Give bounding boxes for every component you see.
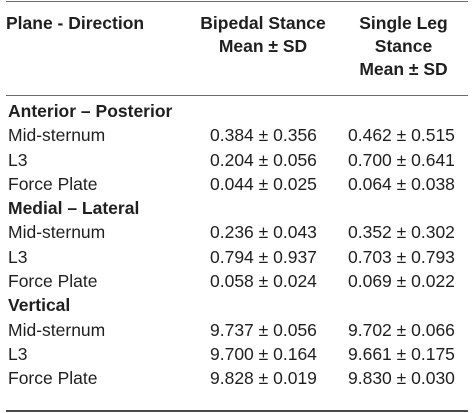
row-label: Mid-sternum [8, 319, 106, 340]
row-label: L3 [8, 246, 28, 267]
table-row: L3 9.700 ± 0.164 9.661 ± 0.175 [6, 342, 468, 366]
section-heading-medial-lateral: Medial – Lateral [6, 196, 468, 220]
header-single-leg-stance: Single Leg Stance Mean ± SD [336, 12, 471, 81]
table-row: L3 0.794 ± 0.937 0.703 ± 0.793 [6, 245, 468, 269]
section-title: Vertical [8, 295, 71, 316]
row-label: Force Plate [8, 368, 98, 389]
table-row: Mid-sternum 0.236 ± 0.043 0.352 ± 0.302 [6, 220, 468, 244]
bipedal-value: 0.236 ± 0.043 [210, 222, 317, 243]
bipedal-value: 9.700 ± 0.164 [210, 343, 317, 364]
single-leg-value: 9.702 ± 0.066 [348, 319, 455, 340]
header-bipedal-line2: Mean ± SD [218, 36, 308, 56]
header-single-line1: Single Leg [359, 13, 448, 33]
top-rule [6, 1, 468, 2]
section-title: Anterior – Posterior [8, 101, 173, 121]
bipedal-value: 9.737 ± 0.056 [210, 319, 317, 340]
header-bipedal-line1: Bipedal Stance [200, 13, 326, 33]
bipedal-value: 0.044 ± 0.025 [210, 173, 317, 194]
single-leg-value: 0.069 ± 0.022 [348, 271, 455, 292]
bottom-rule [6, 410, 468, 412]
header-rule [6, 95, 468, 96]
header-plane-direction: Plane - Direction [6, 13, 145, 33]
bipedal-value: 0.058 ± 0.024 [210, 271, 317, 292]
header-single-line2: Stance [374, 36, 433, 56]
table-row: Mid-sternum 9.737 ± 0.056 9.702 ± 0.066 [6, 318, 468, 342]
single-leg-value: 9.830 ± 0.030 [348, 368, 455, 389]
header-bipedal-stance: Bipedal Stance Mean ± SD [194, 12, 332, 58]
bipedal-value: 0.204 ± 0.056 [210, 149, 317, 170]
row-label: Force Plate [8, 271, 98, 292]
single-leg-value: 0.703 ± 0.793 [348, 246, 455, 267]
section-heading-vertical: Vertical [6, 293, 468, 317]
header-single-line3: Mean ± SD [359, 59, 448, 79]
row-label: L3 [8, 343, 28, 364]
single-leg-value: 0.462 ± 0.515 [348, 125, 455, 146]
bipedal-value: 9.828 ± 0.019 [210, 368, 317, 389]
section-heading-anterior-posterior: Anterior – Posterior [6, 99, 468, 123]
bipedal-value: 0.384 ± 0.356 [210, 125, 317, 146]
single-leg-value: 0.064 ± 0.038 [348, 173, 455, 194]
table-row: Force Plate 9.828 ± 0.019 9.830 ± 0.030 [6, 366, 468, 390]
row-label: Mid-sternum [8, 125, 106, 146]
single-leg-value: 9.661 ± 0.175 [348, 343, 455, 364]
row-label: L3 [8, 149, 28, 170]
row-label: Force Plate [8, 173, 98, 194]
single-leg-value: 0.352 ± 0.302 [348, 222, 455, 243]
table-row: Force Plate 0.044 ± 0.025 0.064 ± 0.038 [6, 172, 468, 196]
table-header: Plane - Direction Bipedal Stance Mean ± … [6, 8, 468, 92]
table-row: Mid-sternum 0.384 ± 0.356 0.462 ± 0.515 [6, 123, 468, 147]
single-leg-value: 0.700 ± 0.641 [348, 149, 455, 170]
table-row: Force Plate 0.058 ± 0.024 0.069 ± 0.022 [6, 269, 468, 293]
table-row: L3 0.204 ± 0.056 0.700 ± 0.641 [6, 148, 468, 172]
bipedal-value: 0.794 ± 0.937 [210, 246, 317, 267]
table-body: Anterior – Posterior Mid-sternum 0.384 ±… [6, 99, 468, 391]
section-title: Medial – Lateral [8, 198, 140, 219]
row-label: Mid-sternum [8, 222, 106, 243]
